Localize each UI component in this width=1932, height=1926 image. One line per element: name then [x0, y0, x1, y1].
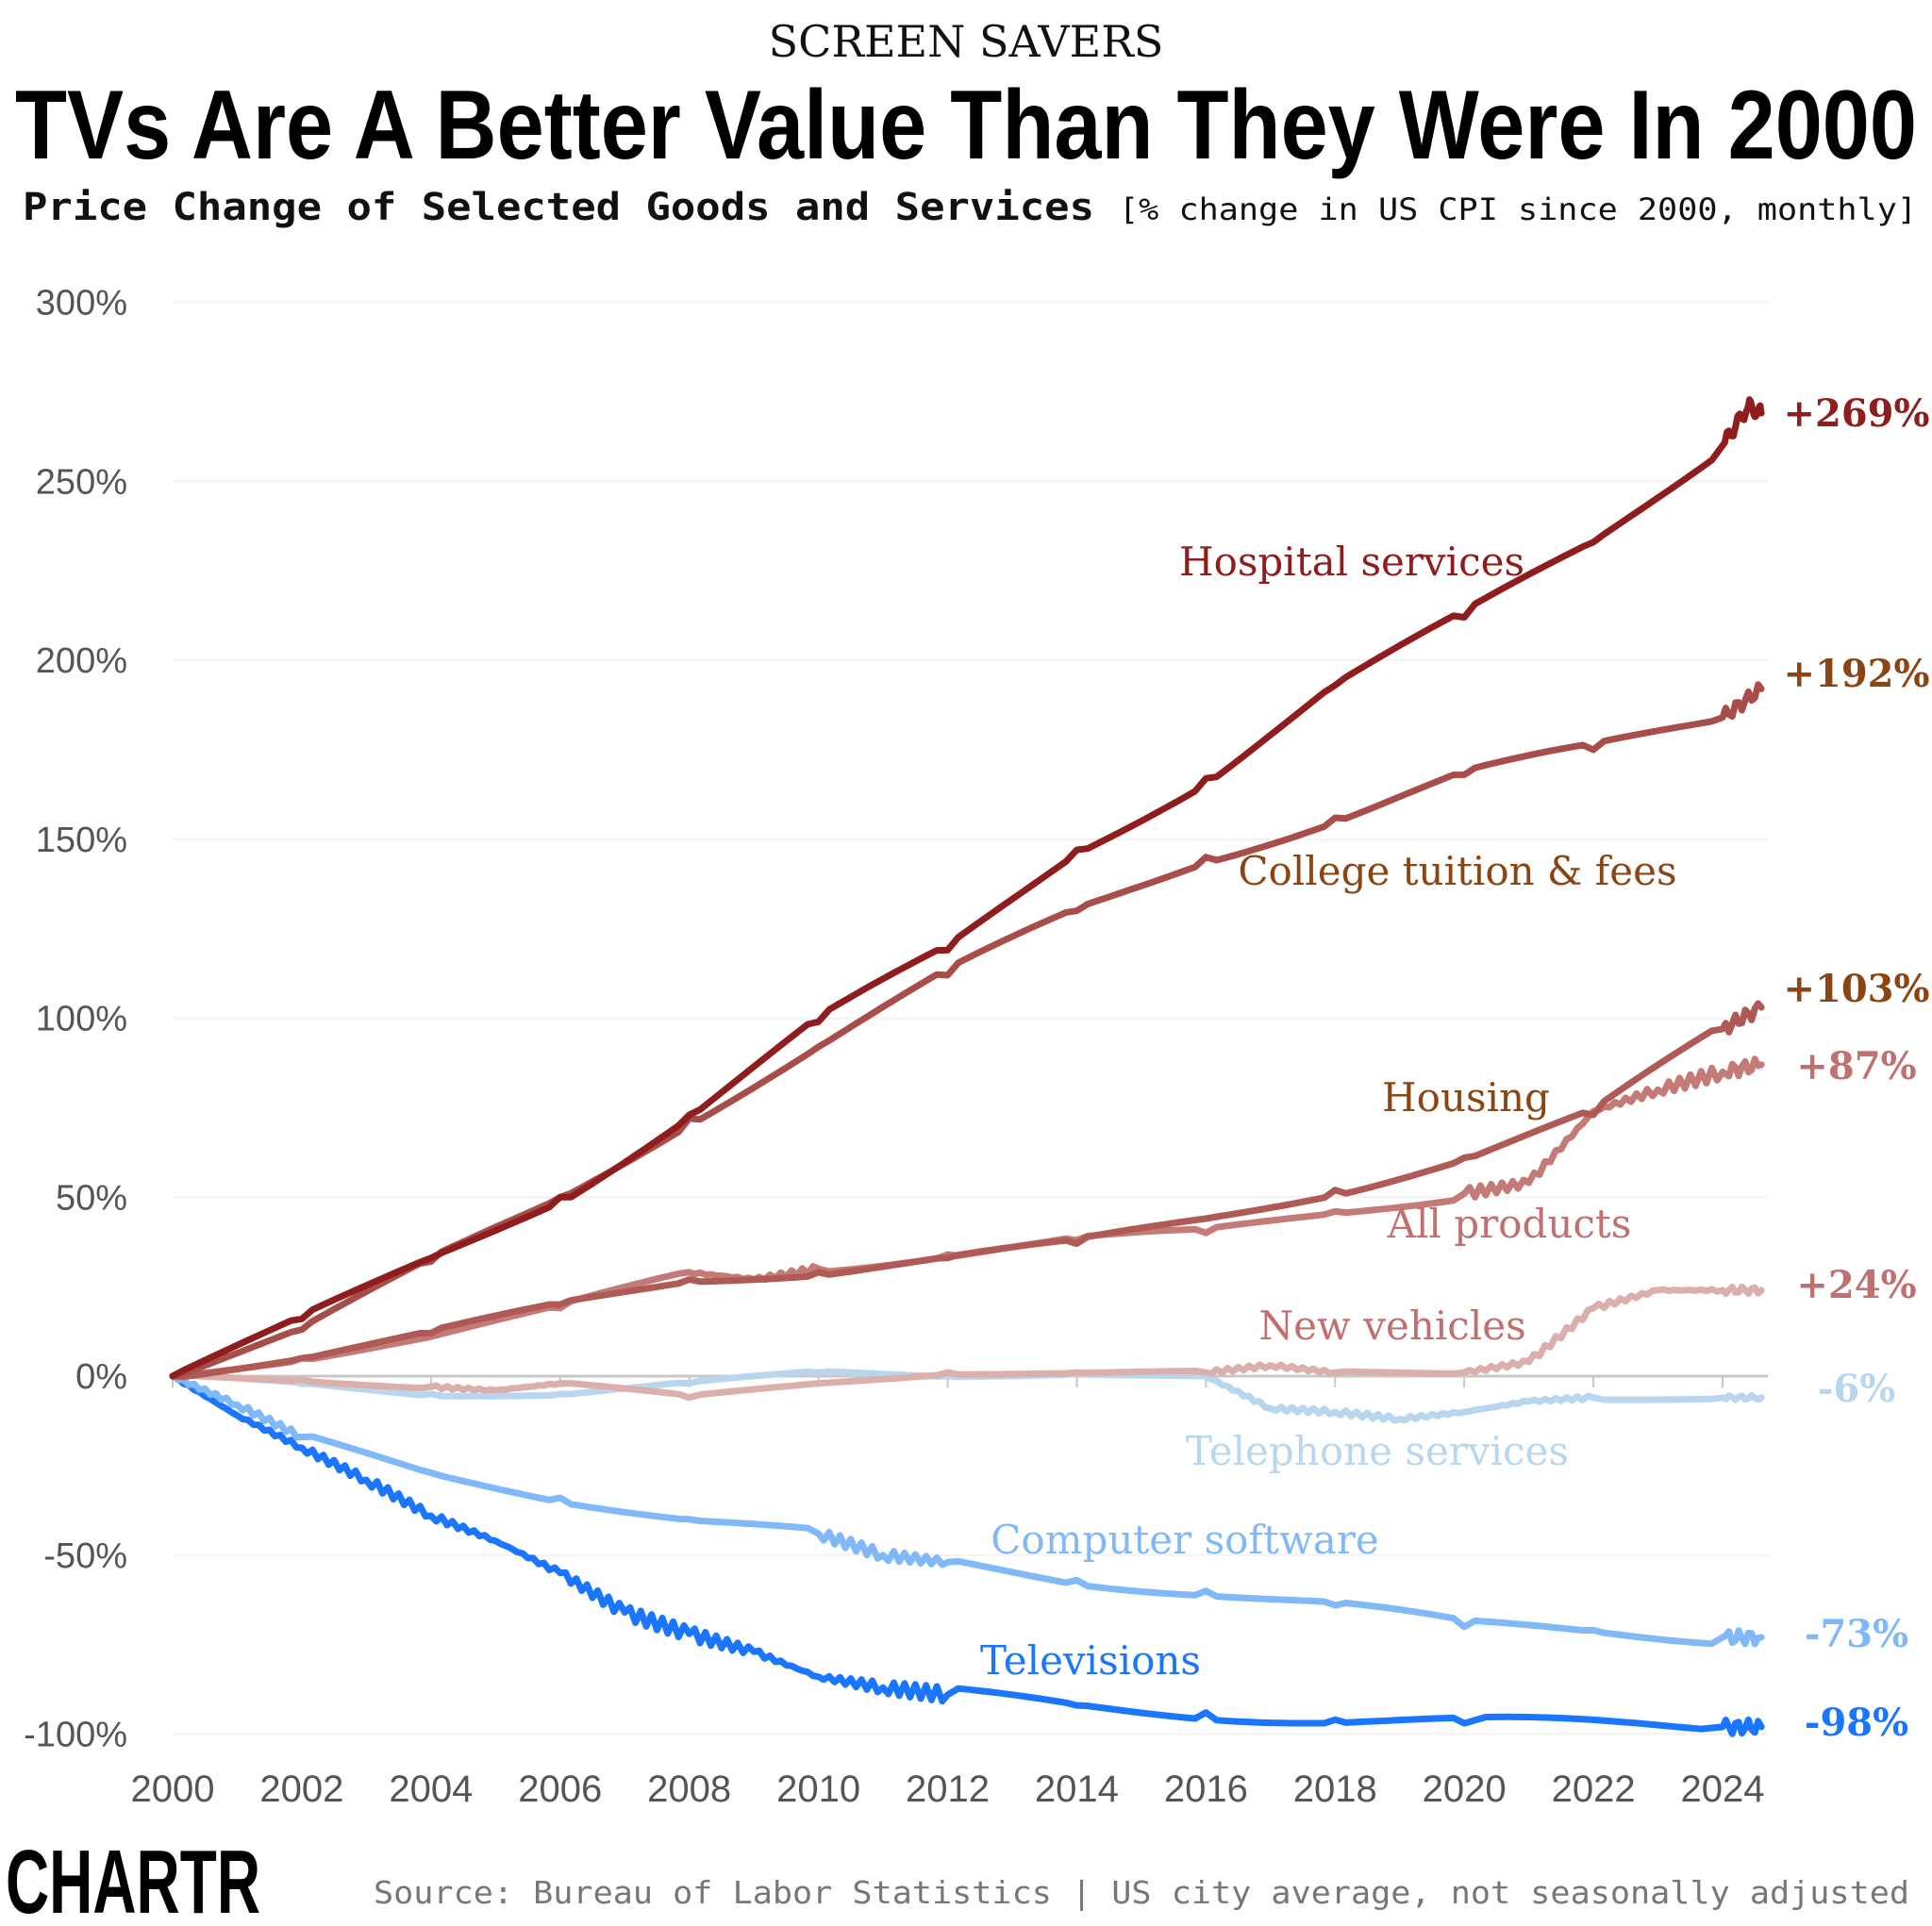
- series-line-new-vehicles: [169, 1283, 1765, 1402]
- series-end-value-label: +24%: [1796, 1263, 1916, 1307]
- chartr-logo: CHARTR: [6, 1832, 260, 1926]
- y-tick-label: -100%: [24, 1716, 127, 1755]
- series-end-value-label: +192%: [1783, 652, 1929, 696]
- source-note: Source: Bureau of Labor Statistics | US …: [374, 1874, 1909, 1911]
- x-axis: 2000 2002 2004 2006 2008 2010 2012 2014 2016 2018…: [131, 1768, 1765, 1810]
- y-tick-label: 100%: [36, 1000, 127, 1039]
- y-axis: 300% 250% 200% 150% 100% 50% 0% -50% -100%: [24, 284, 127, 1755]
- series-end-value-label: -6%: [1818, 1367, 1895, 1411]
- x-tick-label: 2008: [647, 1768, 731, 1810]
- chart-title: TVs Are A Better Value Than They Were In…: [15, 71, 1917, 180]
- series-line-college-tuition-fees: [169, 681, 1765, 1380]
- series-name-label: Computer software: [991, 1517, 1379, 1563]
- series-line-housing: [169, 1000, 1765, 1381]
- series-name-label: New vehicles: [1258, 1303, 1525, 1349]
- gridlines: [172, 301, 1768, 1735]
- y-tick-label: 300%: [36, 284, 127, 324]
- x-tick-label: 2002: [259, 1768, 343, 1810]
- x-tick-label: 2014: [1035, 1768, 1119, 1810]
- series-name-label: Televisions: [980, 1637, 1201, 1684]
- series-name-label: College tuition & fees: [1238, 848, 1676, 894]
- series-name-label: Hospital services: [1179, 539, 1524, 585]
- kicker: SCREEN SAVERS: [769, 16, 1164, 67]
- series-line-computer-software: [169, 1372, 1765, 1648]
- x-tick-label: 2024: [1681, 1768, 1765, 1810]
- series-end-value-label: -98%: [1805, 1701, 1908, 1745]
- y-tick-label: 50%: [56, 1178, 127, 1218]
- x-tick-label: 2000: [131, 1768, 215, 1810]
- series-name-label: All products: [1387, 1201, 1632, 1247]
- x-tick-label: 2018: [1293, 1768, 1377, 1810]
- logo-text: CHARTR: [6, 1832, 260, 1926]
- series-end-value-label: -73%: [1805, 1612, 1908, 1656]
- series-name-label: Housing: [1382, 1074, 1550, 1121]
- series-line-hospital-services: [169, 396, 1765, 1380]
- series-end-value-label: +269%: [1783, 391, 1929, 436]
- series-labels: Hospital services +269% College tuition & …: [980, 391, 1929, 1745]
- y-tick-label: 150%: [36, 821, 127, 860]
- series-end-value-label: +103%: [1783, 967, 1929, 1011]
- x-tick-label: 2006: [518, 1768, 602, 1810]
- y-tick-label: 200%: [36, 641, 127, 681]
- y-tick-label: -50%: [43, 1536, 127, 1576]
- series-lines: [169, 396, 1765, 1737]
- y-tick-label: 0%: [75, 1357, 127, 1397]
- series-name-label: Telephone services: [1186, 1428, 1569, 1474]
- series-line-televisions: [169, 1372, 1765, 1737]
- x-tick-label: 2016: [1164, 1768, 1248, 1810]
- x-tick-label: 2012: [906, 1768, 990, 1810]
- chart-subtitle: Price Change of Selected Goods and Servi…: [23, 186, 1094, 229]
- series-end-value-label: +87%: [1796, 1044, 1916, 1088]
- x-tick-label: 2022: [1552, 1768, 1636, 1810]
- series-line-telephone-services: [169, 1368, 1765, 1424]
- y-tick-label: 250%: [36, 462, 127, 502]
- x-tick-label: 2004: [389, 1768, 473, 1810]
- chart-unit-note: [% change in US CPI since 2000, monthly]: [1119, 191, 1917, 227]
- x-tick-label: 2010: [776, 1768, 860, 1810]
- x-tick-label: 2020: [1423, 1768, 1507, 1810]
